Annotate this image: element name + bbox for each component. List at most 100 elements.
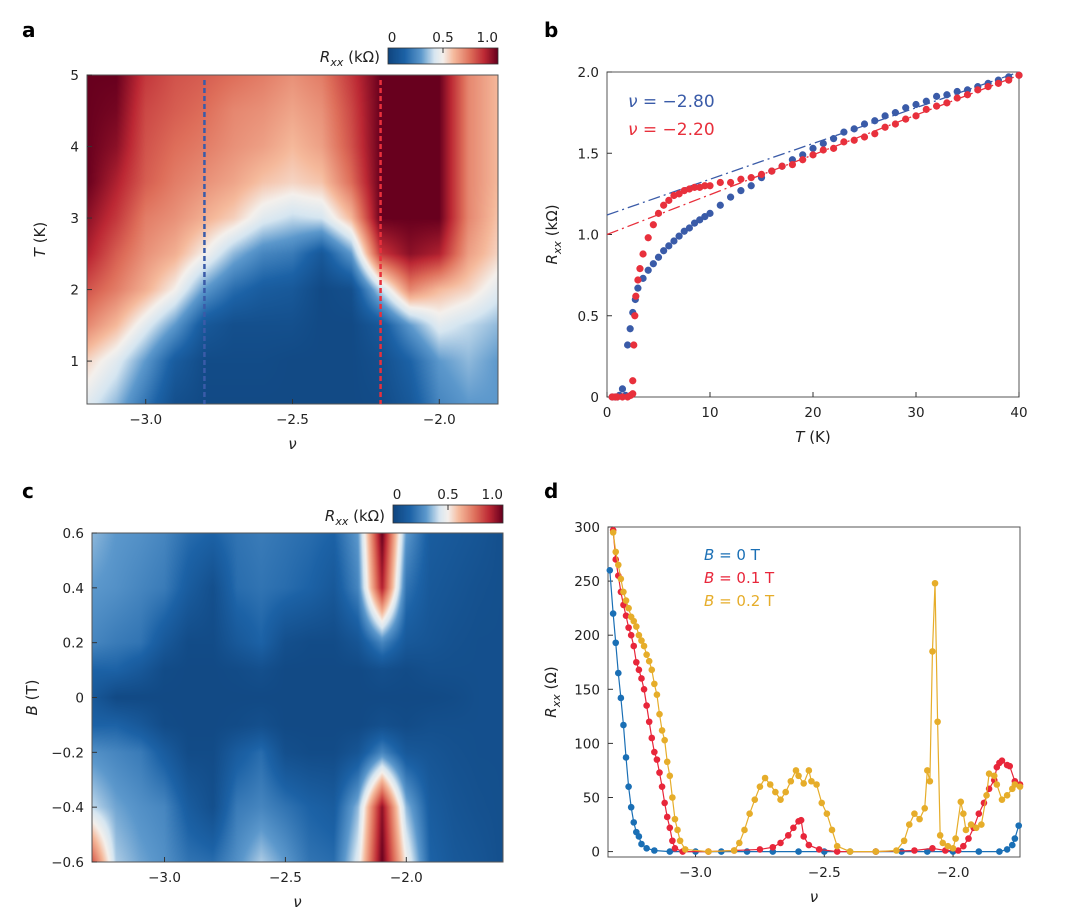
y-tick-label: 150 xyxy=(574,682,600,698)
heatmap-image xyxy=(92,533,503,862)
data-point xyxy=(813,781,820,788)
colorbar-label-symbol: R xyxy=(325,507,335,525)
data-point xyxy=(612,548,620,556)
data-point xyxy=(850,125,858,133)
data-point xyxy=(640,685,648,693)
data-point xyxy=(669,794,676,801)
y-tick-label: 1.5 xyxy=(578,146,599,162)
data-point xyxy=(944,842,952,850)
legend-symbol: B xyxy=(704,546,714,564)
data-point xyxy=(680,227,688,235)
data-point xyxy=(663,758,671,766)
data-point xyxy=(629,377,637,385)
data-point xyxy=(1016,783,1024,790)
data-point xyxy=(727,178,735,187)
y-axis-label: Rxx (kΩ) xyxy=(543,204,564,264)
panel-label-c: c xyxy=(22,479,34,503)
data-point xyxy=(819,146,827,154)
data-point xyxy=(912,100,920,109)
data-point xyxy=(972,824,980,832)
x-axis-label: ν xyxy=(293,893,301,911)
y-axis-subscript: xx xyxy=(551,241,564,256)
data-point xyxy=(931,579,939,587)
data-point xyxy=(881,123,889,131)
data-point xyxy=(635,833,643,840)
x-tick-label: 30 xyxy=(907,405,924,421)
y-axis-unit: (Ω) xyxy=(542,666,560,694)
data-point xyxy=(943,91,951,99)
data-point xyxy=(860,120,869,128)
data-point xyxy=(830,144,838,152)
data-point xyxy=(625,624,632,631)
data-point xyxy=(685,224,694,232)
y-tick-label: −0.2 xyxy=(51,745,84,761)
data-point xyxy=(797,816,805,824)
data-point xyxy=(766,781,774,788)
legend-entry: ν = −2.20 xyxy=(628,120,715,140)
data-point xyxy=(871,117,879,125)
data-point xyxy=(661,799,668,807)
data-point xyxy=(644,234,652,242)
data-point xyxy=(676,837,684,845)
y-tick-label: 2.0 xyxy=(578,65,599,81)
data-point xyxy=(761,774,769,782)
data-point xyxy=(800,833,807,840)
data-point xyxy=(666,848,674,855)
data-point xyxy=(881,112,889,120)
data-point xyxy=(833,848,841,855)
data-point xyxy=(635,631,643,639)
data-point xyxy=(612,639,620,647)
x-tick-label: −2.0 xyxy=(423,412,456,428)
data-point xyxy=(665,196,673,204)
x-tick-label: 10 xyxy=(701,405,718,421)
data-point xyxy=(792,767,800,774)
data-point xyxy=(630,617,638,625)
y-tick-label: 100 xyxy=(574,736,600,752)
data-point xyxy=(799,156,807,164)
data-point xyxy=(746,810,753,818)
y-tick-label: 50 xyxy=(583,790,600,806)
data-point xyxy=(747,182,755,190)
data-point xyxy=(902,104,910,112)
data-point xyxy=(768,167,776,175)
data-point xyxy=(902,115,910,123)
data-point xyxy=(860,133,869,141)
data-point xyxy=(620,588,627,596)
data-point xyxy=(630,642,638,650)
data-point xyxy=(960,842,967,850)
data-point xyxy=(613,393,621,401)
y-axis-unit: (T) xyxy=(23,680,41,706)
data-point xyxy=(830,135,838,143)
data-point xyxy=(850,136,858,144)
data-point xyxy=(974,86,982,94)
data-point xyxy=(815,846,823,853)
data-point xyxy=(653,756,661,763)
colorbar-gradient xyxy=(393,505,503,523)
series-1 xyxy=(606,71,1023,401)
data-point xyxy=(627,803,635,811)
data-point xyxy=(985,770,993,777)
data-point xyxy=(648,666,656,674)
data-point xyxy=(617,694,625,702)
data-point xyxy=(696,216,704,224)
data-point xyxy=(622,612,630,620)
data-point xyxy=(618,393,627,401)
data-point xyxy=(1005,76,1013,84)
colorbar-label-symbol: R xyxy=(320,48,330,66)
colorbar-label-unit: (kΩ) xyxy=(343,48,380,66)
data-point xyxy=(620,721,627,729)
colorbar-label: Rxx (kΩ) xyxy=(320,48,380,69)
plot-frame xyxy=(607,526,1021,858)
data-point xyxy=(898,848,905,855)
data-point xyxy=(953,94,961,102)
data-point xyxy=(643,702,650,709)
colorbar-tick-label: 0.5 xyxy=(432,30,453,46)
y-axis-label: B (T) xyxy=(23,680,41,716)
data-point xyxy=(727,193,735,201)
series-line xyxy=(612,530,1021,853)
data-point xyxy=(846,848,854,855)
legend-symbol: ν xyxy=(628,92,638,112)
x-tick-label: 40 xyxy=(1010,405,1027,421)
data-point xyxy=(630,341,638,349)
data-point xyxy=(795,772,802,780)
